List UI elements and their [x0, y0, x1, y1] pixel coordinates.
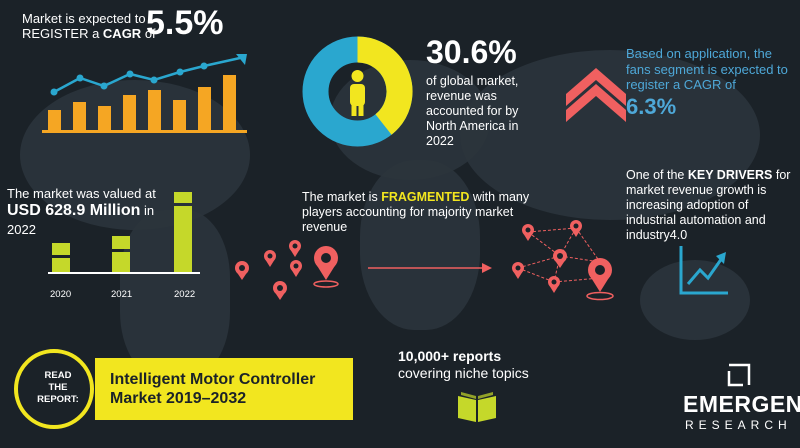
logo-icon: [727, 363, 751, 387]
drivers-text: One of the KEY DRIVERS for market revenu…: [626, 168, 791, 242]
brand-sub: RESEARCH: [685, 418, 792, 432]
cagr-value: 5.5%: [146, 4, 224, 42]
person-icon: [350, 70, 365, 116]
arrow-icon: [368, 263, 492, 273]
trend-chart-icon: [679, 246, 728, 295]
brand-name: EMERGEN: [683, 391, 800, 417]
location-pin-icon: [235, 261, 249, 280]
location-pin-icon: [570, 220, 582, 237]
bar-chart-icon: [42, 54, 247, 133]
application-text: Based on application, the fans segment i…: [626, 46, 788, 92]
application-value: 6.3%: [626, 94, 677, 119]
location-pin-icon: [264, 250, 276, 267]
cagr-line1: Market is expected to: [22, 11, 146, 26]
fragmented-text: The market is FRAGMENTED with many playe…: [302, 190, 530, 234]
bar-label-2020: 2020: [50, 289, 72, 300]
reports-text: 10,000+ reports covering niche topics: [398, 348, 529, 381]
report-title[interactable]: Intelligent Motor Controller Market 2019…: [110, 371, 316, 407]
bar-label-2021: 2021: [111, 289, 133, 300]
location-pin-icon: [548, 276, 560, 293]
location-pin-icon: [290, 260, 302, 277]
valuation-year: 2022: [7, 222, 36, 237]
location-pin-icon: [273, 281, 287, 300]
read-report-circle[interactable]: [14, 349, 94, 429]
valuation-value-line: USD 628.9 Million in: [7, 202, 155, 219]
report-title-banner[interactable]: [95, 358, 353, 420]
location-pins-left: [235, 240, 339, 300]
valuation-line1: The market was valued at: [7, 186, 156, 201]
cagr-line2: REGISTER a CAGR of: [22, 26, 156, 41]
read-report-label: READ THE REPORT:: [37, 370, 79, 405]
share-value: 30.6%: [426, 34, 517, 70]
location-pin-icon: [522, 224, 534, 241]
location-pin-icon: [314, 246, 338, 280]
location-pin-icon: [553, 249, 567, 268]
share-text: of global market, revenue was accounted …: [426, 74, 519, 148]
book-icon: [458, 392, 496, 422]
double-chevron-up-icon: [566, 68, 626, 122]
bar-label-2022: 2022: [174, 289, 196, 300]
donut-chart-icon: [302, 36, 413, 147]
location-network-right: [512, 220, 614, 301]
location-pin-icon: [512, 262, 524, 279]
location-pin-icon: [289, 240, 301, 257]
location-pin-icon: [588, 258, 612, 292]
valuation-bar-icon: [48, 192, 200, 274]
